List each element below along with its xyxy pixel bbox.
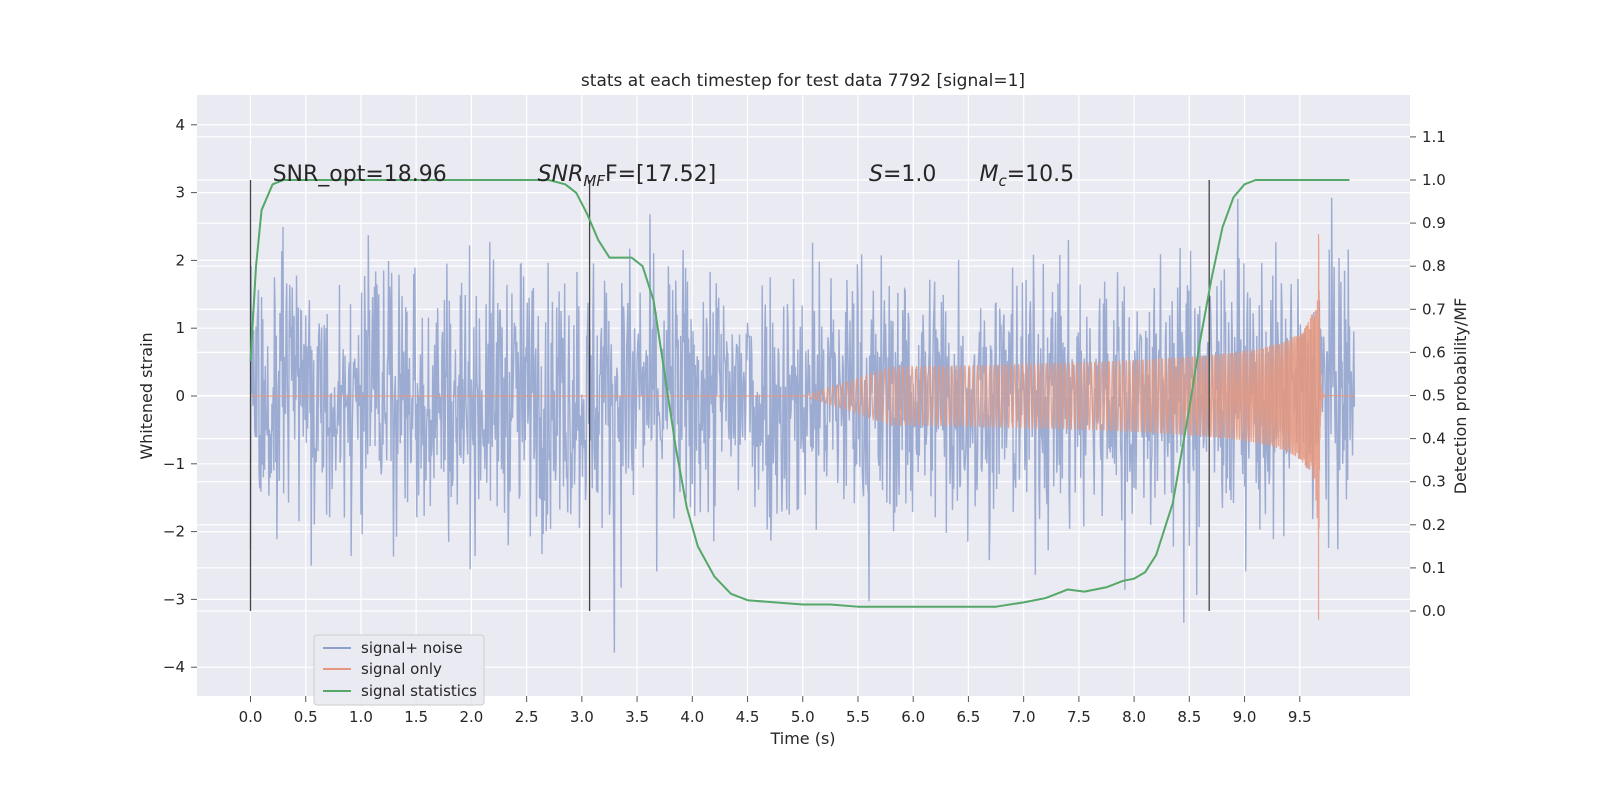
y-right-tick-label: 1.0	[1422, 171, 1446, 189]
y-axis-ticks: 4 3 2 1 0 −1 −2 −3 −4	[163, 116, 197, 676]
x-tick-label: 7.0	[1012, 708, 1036, 726]
y-tick-label: 2	[175, 251, 185, 269]
x-axis-label: Time (s)	[769, 729, 835, 748]
x-tick-label: 2.0	[459, 708, 483, 726]
annotation-2: S=1.0	[869, 162, 936, 187]
y-tick-label: 0	[175, 387, 185, 405]
x-tick-label: 6.5	[956, 708, 980, 726]
y-right-tick-label: 0.5	[1422, 387, 1446, 405]
series-signal-statistics	[249, 179, 1350, 608]
x-tick-label: 1.5	[404, 708, 428, 726]
x-tick-label: 2.5	[515, 708, 539, 726]
x-tick-label: 5.0	[791, 708, 815, 726]
series-signal-only	[250, 234, 1356, 620]
chart-title: stats at each timestep for test data 779…	[581, 71, 1025, 91]
y-right-axis-ticks: 1.1 1.0 0.9 0.8 0.7 0.6 0.5 0.4 0.3 0.2 0.1 0.0	[1410, 128, 1446, 620]
y-axis-label: Whitened strain	[137, 332, 156, 459]
y-right-tick-label: 0.3	[1422, 473, 1446, 491]
x-tick-label: 3.0	[570, 708, 594, 726]
x-tick-label: 0.5	[294, 708, 318, 726]
y-right-tick-label: 0.1	[1422, 559, 1446, 577]
y-tick-label: −4	[163, 658, 185, 676]
x-tick-label: 4.0	[680, 708, 704, 726]
legend: signal+ noise signal only signal statist…	[313, 634, 485, 706]
y-tick-label: 3	[175, 184, 185, 202]
y-tick-label: 4	[175, 116, 185, 134]
x-tick-label: 5.5	[846, 708, 870, 726]
x-tick-label: 9.5	[1288, 708, 1312, 726]
x-tick-label: 8.5	[1177, 708, 1201, 726]
annotation-0: SNR_opt=18.96	[273, 162, 447, 187]
x-tick-label: 0.0	[239, 708, 263, 726]
x-tick-label: 4.5	[736, 708, 760, 726]
legend-label-signal-only: signal only	[361, 660, 442, 678]
y-right-tick-label: 0.7	[1422, 300, 1446, 318]
series-signal-plus-noise	[249, 197, 1356, 653]
y-right-tick-label: 1.1	[1422, 128, 1446, 146]
vertical-marker-lines	[249, 180, 1210, 611]
x-tick-label: 7.5	[1067, 708, 1091, 726]
y-right-tick-label: 0.9	[1422, 214, 1446, 232]
y-right-tick-label: 0.4	[1422, 430, 1446, 448]
annotations: SNR_opt=18.96 SNRMFF=[17.52] S=1.0 Mc=10.5	[273, 162, 1075, 190]
x-tick-label: 6.0	[901, 708, 925, 726]
y-right-tick-label: 0.2	[1422, 516, 1446, 534]
y-right-tick-label: 0.8	[1422, 257, 1446, 275]
y-tick-label: −3	[163, 590, 185, 608]
y-tick-label: −1	[163, 455, 185, 473]
y-right-axis-label: Detection probability/MF	[1451, 298, 1470, 495]
signal-only-line	[250, 234, 1356, 620]
x-axis-ticks: 0.0 0.5 1.0 1.5 2.0 2.5 3.0 3.5 4.0 4.5 5.0 5.5 6.0 6…	[239, 696, 1312, 726]
x-tick-label: 8.0	[1122, 708, 1146, 726]
y-tick-label: 1	[175, 319, 185, 337]
x-tick-label: 3.5	[625, 708, 649, 726]
legend-label-signal-statistics: signal statistics	[361, 682, 477, 700]
legend-box	[313, 634, 485, 706]
y-right-tick-label: 0.0	[1422, 602, 1446, 620]
y-tick-label: −2	[163, 523, 185, 541]
signal-statistics-line	[249, 179, 1350, 608]
annotation-1: SNRMFF=[17.52]	[538, 162, 717, 190]
signal-plus-noise-line	[249, 197, 1356, 653]
legend-label-signal-plus-noise: signal+ noise	[361, 639, 463, 657]
y-right-tick-label: 0.6	[1422, 343, 1446, 361]
annotation-3: Mc=10.5	[979, 162, 1074, 190]
x-tick-label: 9.0	[1233, 708, 1257, 726]
x-tick-label: 1.0	[349, 708, 373, 726]
